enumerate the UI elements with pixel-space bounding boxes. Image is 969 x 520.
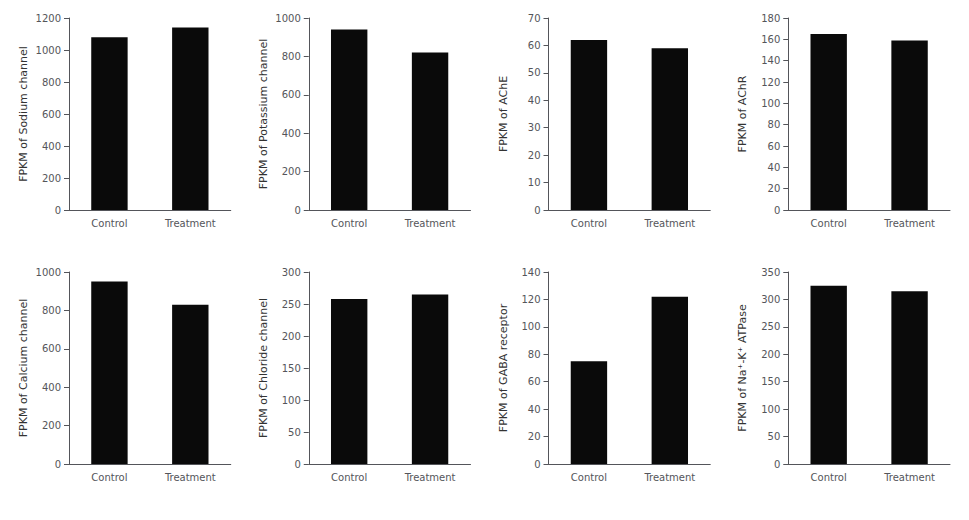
svg-text:200: 200: [42, 173, 61, 184]
svg-text:1000: 1000: [36, 267, 61, 278]
svg-text:250: 250: [282, 299, 301, 310]
svg-text:0: 0: [534, 205, 540, 216]
svg-text:250: 250: [761, 321, 780, 332]
svg-text:50: 50: [288, 427, 301, 438]
svg-text:Treatment: Treatment: [643, 472, 695, 483]
svg-text:200: 200: [761, 349, 780, 360]
svg-text:1000: 1000: [275, 13, 300, 24]
svg-text:100: 100: [521, 321, 540, 332]
svg-text:Treatment: Treatment: [164, 472, 216, 483]
svg-text:60: 60: [768, 141, 781, 152]
svg-text:0: 0: [774, 459, 780, 470]
svg-text:120: 120: [761, 77, 780, 88]
svg-text:800: 800: [282, 51, 301, 62]
svg-text:400: 400: [42, 141, 61, 152]
svg-text:140: 140: [521, 267, 540, 278]
svg-text:180: 180: [761, 13, 780, 24]
svg-text:FPKM of Chloride channel: FPKM of Chloride channel: [257, 298, 270, 438]
svg-text:Treatment: Treatment: [883, 472, 935, 483]
svg-text:150: 150: [761, 376, 780, 387]
svg-text:FPKM of Na⁺-K⁺ ATPase: FPKM of Na⁺-K⁺ ATPase: [736, 304, 749, 432]
svg-text:FPKM of AChE: FPKM of AChE: [497, 76, 510, 152]
svg-text:Treatment: Treatment: [883, 218, 935, 229]
svg-text:Treatment: Treatment: [164, 218, 216, 229]
svg-text:Control: Control: [571, 218, 607, 229]
svg-text:60: 60: [528, 376, 541, 387]
svg-text:0: 0: [534, 459, 540, 470]
svg-text:1200: 1200: [36, 13, 61, 24]
svg-text:100: 100: [761, 98, 780, 109]
svg-text:400: 400: [42, 382, 61, 393]
svg-text:800: 800: [42, 77, 61, 88]
svg-text:1000: 1000: [36, 45, 61, 56]
svg-text:50: 50: [528, 67, 541, 78]
svg-text:300: 300: [282, 267, 301, 278]
svg-text:FPKM of Potassium channel: FPKM of Potassium channel: [257, 39, 270, 190]
svg-text:600: 600: [282, 89, 301, 100]
svg-text:0: 0: [774, 205, 780, 216]
svg-text:300: 300: [761, 294, 780, 305]
svg-text:FPKM of AChR: FPKM of AChR: [736, 75, 749, 152]
svg-text:Treatment: Treatment: [404, 218, 456, 229]
svg-text:20: 20: [528, 431, 541, 442]
svg-text:Control: Control: [811, 472, 847, 483]
svg-text:600: 600: [42, 109, 61, 120]
svg-text:60: 60: [528, 40, 541, 51]
svg-text:50: 50: [768, 431, 781, 442]
svg-text:800: 800: [42, 305, 61, 316]
svg-text:FPKM of GABA receptor: FPKM of GABA receptor: [497, 303, 510, 432]
svg-text:40: 40: [528, 95, 541, 106]
svg-text:120: 120: [521, 294, 540, 305]
svg-text:Treatment: Treatment: [404, 472, 456, 483]
svg-text:Control: Control: [811, 218, 847, 229]
svg-text:200: 200: [282, 166, 301, 177]
svg-text:Control: Control: [331, 472, 367, 483]
svg-text:100: 100: [761, 404, 780, 415]
svg-text:0: 0: [294, 459, 300, 470]
svg-text:Control: Control: [91, 472, 127, 483]
svg-text:600: 600: [42, 343, 61, 354]
svg-text:200: 200: [282, 331, 301, 342]
svg-text:Control: Control: [571, 472, 607, 483]
svg-text:Control: Control: [91, 218, 127, 229]
svg-text:40: 40: [768, 162, 781, 173]
svg-text:20: 20: [528, 150, 541, 161]
svg-text:160: 160: [761, 34, 780, 45]
svg-text:200: 200: [42, 420, 61, 431]
svg-text:40: 40: [528, 404, 541, 415]
svg-text:20: 20: [768, 183, 781, 194]
svg-text:0: 0: [294, 205, 300, 216]
svg-text:140: 140: [761, 55, 780, 66]
svg-text:100: 100: [282, 395, 301, 406]
svg-text:Control: Control: [331, 218, 367, 229]
svg-text:0: 0: [55, 459, 61, 470]
svg-text:30: 30: [528, 122, 541, 133]
svg-text:350: 350: [761, 267, 780, 278]
svg-text:150: 150: [282, 363, 301, 374]
svg-text:80: 80: [768, 119, 781, 130]
svg-text:10: 10: [528, 177, 541, 188]
svg-text:FPKM of Calcium channel: FPKM of Calcium channel: [17, 299, 30, 438]
svg-text:0: 0: [55, 205, 61, 216]
svg-text:FPKM of Sodium channel: FPKM of Sodium channel: [17, 46, 30, 182]
svg-text:Treatment: Treatment: [643, 218, 695, 229]
svg-text:400: 400: [282, 128, 301, 139]
svg-text:70: 70: [528, 13, 541, 24]
svg-text:80: 80: [528, 349, 541, 360]
